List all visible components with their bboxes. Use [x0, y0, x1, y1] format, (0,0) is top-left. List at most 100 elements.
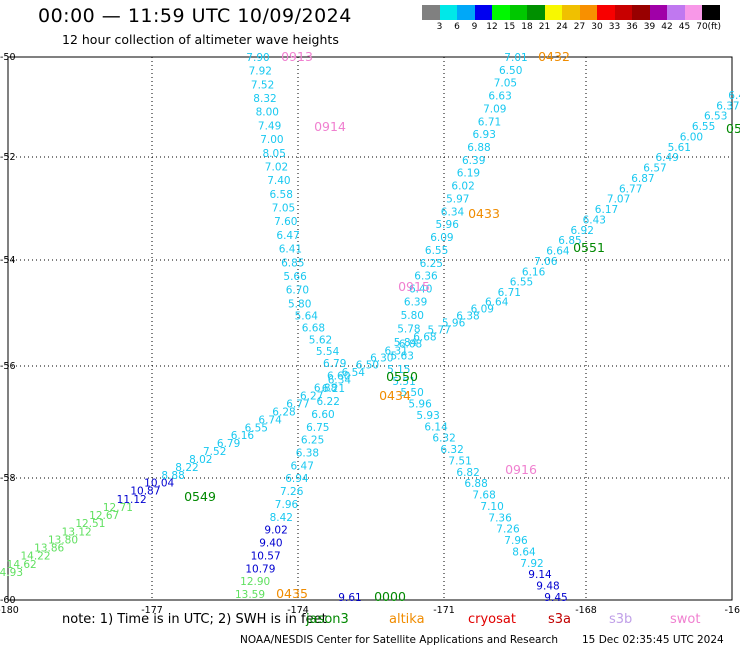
- wave-height-label: 14.22: [20, 551, 50, 563]
- wave-height-label: 6.02: [451, 181, 474, 193]
- wave-height-label: 6.47: [276, 230, 299, 242]
- pass-label: 0549: [184, 489, 216, 504]
- wave-height-label: 6.48: [728, 90, 740, 102]
- wave-height-label: 6.30: [370, 352, 393, 364]
- pass-labels: 0913 0914 0432 0433 0551 0915 0550 0434 0916 0549…: [184, 49, 740, 604]
- wave-height-label: 6.93: [473, 129, 496, 141]
- wave-height-label: 9.40: [259, 538, 282, 550]
- wave-height-label: 12.90: [240, 576, 270, 588]
- wave-height-label: 7.06: [534, 256, 558, 268]
- wave-height-label: 14.93: [0, 567, 23, 579]
- x-tick-label: -174: [287, 605, 309, 616]
- pass-label: 0551: [573, 240, 605, 255]
- wave-height-label: 6.71: [498, 287, 521, 299]
- colorbar-label: 30: [591, 22, 603, 32]
- y-tick-label: -60: [0, 595, 16, 606]
- pass-label: 0915: [398, 279, 430, 294]
- wave-height-label: 5.66: [283, 271, 307, 283]
- wave-height-label: 6.85: [281, 257, 304, 269]
- wave-height-label: 6.88: [467, 142, 490, 154]
- colorbar-label: 45: [678, 22, 691, 32]
- wave-height-label: 12.51: [75, 518, 105, 530]
- satellite-legend-item: s3a: [548, 612, 572, 627]
- colorbar-label: 6: [454, 22, 460, 32]
- wave-height-label: 6.16: [522, 266, 546, 278]
- wave-height-label: 5.96: [408, 399, 432, 411]
- wave-height-label: 7.52: [251, 79, 274, 91]
- colorbar-swatch: [509, 5, 527, 20]
- wave-height-label: 6.54: [342, 367, 366, 379]
- colorbar-swatch: [562, 5, 580, 20]
- altimeter-tracks: 7.907.927.528.328.007.497.008.057.027.40…: [0, 52, 740, 604]
- x-tick-label: -168: [575, 605, 597, 616]
- colorbar-unit: (ft): [707, 22, 722, 32]
- wave-height-label: 7.40: [267, 175, 290, 187]
- colorbar-swatch: [649, 5, 667, 20]
- satellite-legend-item: cryosat: [468, 612, 516, 627]
- colorbar-label: 33: [608, 22, 621, 32]
- x-tick-label: -16: [724, 605, 740, 616]
- colorbar-swatch: [474, 5, 492, 20]
- wave-height-label: 5.78: [397, 323, 420, 335]
- wave-height-label: 5.80: [401, 310, 424, 322]
- wave-height-label: 5.97: [446, 194, 469, 206]
- wave-height-label: 6.25: [420, 258, 443, 270]
- colorbar-label: 70: [696, 22, 708, 32]
- wave-height-label: 6.88: [464, 478, 487, 490]
- wave-height-label: 6.22: [317, 396, 340, 408]
- wave-height-label: 6.28: [272, 406, 295, 418]
- wave-height-label: 8.02: [189, 454, 212, 466]
- wave-height-label: 10.87: [130, 486, 160, 498]
- pass-label: 0000: [374, 589, 406, 604]
- wave-height-label: 8.42: [270, 512, 293, 524]
- map-title: 00:00 — 11:59 UTC 10/09/2024: [38, 5, 352, 27]
- wave-height-label: 6.27: [300, 391, 323, 403]
- wave-height-label: 5.96: [436, 219, 460, 231]
- wave-height-label: 6.60: [311, 409, 334, 421]
- wave-height-label: 6.25: [301, 435, 324, 447]
- colorbar-swatch: [527, 5, 545, 20]
- wave-height-label: 5.61: [668, 142, 691, 154]
- map-frame: [7, 56, 733, 601]
- colorbar-swatch: [667, 5, 685, 20]
- credit-line: NOAA/NESDIS Center for Satellite Applica…: [240, 634, 558, 646]
- y-tick-label: -54: [0, 255, 16, 266]
- wave-height-label: 7.92: [520, 558, 543, 570]
- colorbar-label: 42: [661, 22, 673, 32]
- wave-height-label: 10.79: [245, 563, 275, 575]
- pass-label: 0914: [314, 119, 346, 134]
- wave-height-label: 8.00: [256, 107, 279, 119]
- wave-height-label: 9.02: [264, 525, 287, 537]
- y-tick-label: -56: [0, 361, 16, 372]
- y-tick-label: -58: [0, 473, 16, 484]
- wave-height-label: 7.09: [483, 103, 506, 115]
- satellite-legend-item: altika: [389, 612, 425, 627]
- wave-height-label: 9.48: [536, 581, 559, 593]
- wave-height-label: 6.41: [279, 244, 302, 256]
- pass-label: 0913: [281, 49, 313, 64]
- wave-height-label: 5.54: [316, 346, 340, 358]
- wave-height-label: 6.17: [595, 204, 618, 216]
- wave-height-label: 6.79: [217, 438, 240, 450]
- wave-height-label: 9.14: [528, 569, 552, 581]
- colorbar-label: 24: [556, 22, 568, 32]
- wave-height-label: 6.55: [245, 422, 268, 434]
- colorbar-swatch: [422, 5, 440, 20]
- wave-height-label: 8.32: [253, 93, 276, 105]
- wave-height-label: 6.38: [456, 311, 479, 323]
- wave-height-label: 7.52: [203, 446, 226, 458]
- wave-height-label: 7.96: [275, 499, 299, 511]
- wave-height-label: 5.50: [400, 387, 423, 399]
- wave-height-label: 7.26: [280, 486, 304, 498]
- wave-height-label: 13.12: [62, 526, 92, 538]
- wave-height-label: 6.32: [432, 433, 455, 445]
- wave-height-label: 6.79: [323, 358, 346, 370]
- wave-height-label: 6.92: [571, 225, 594, 237]
- wave-height-label: 6.74: [258, 414, 282, 426]
- wave-height-label: 7.00: [260, 134, 283, 146]
- wave-height-label: 6.37: [716, 100, 739, 112]
- wave-height-label: 6.14: [424, 421, 448, 433]
- wave-height-label: 6.47: [291, 460, 314, 472]
- wave-height-label: 5.51: [392, 376, 415, 388]
